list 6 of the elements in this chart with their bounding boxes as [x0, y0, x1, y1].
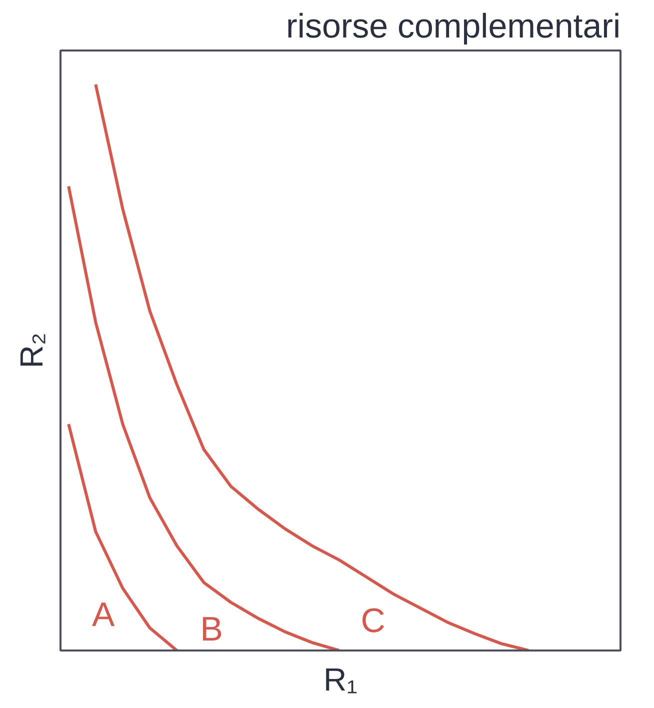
x-axis-title: R₁: [324, 662, 358, 698]
chart-title: risorse complementari: [286, 8, 621, 46]
series-label: B: [200, 610, 223, 648]
series-label: C: [360, 602, 386, 640]
y-axis-title: R₂: [14, 332, 50, 368]
series-label: A: [92, 596, 116, 634]
